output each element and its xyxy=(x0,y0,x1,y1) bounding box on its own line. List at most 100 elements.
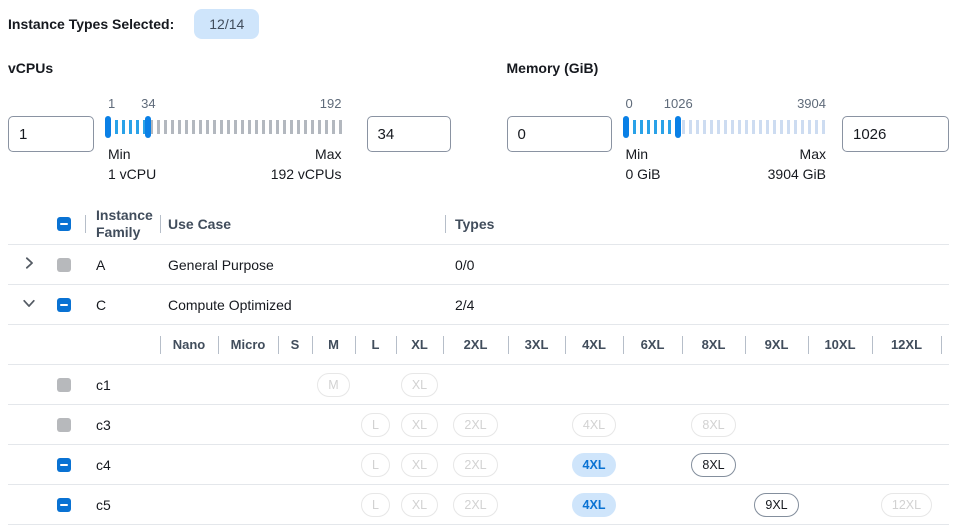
c4-size-pill-8xl[interactable]: 8XL xyxy=(691,452,736,477)
memory-max-input[interactable] xyxy=(842,116,949,152)
memory-min-input[interactable] xyxy=(506,116,612,152)
memory-max-handle[interactable] xyxy=(675,116,682,138)
family-c-use-case: Compute Optimized xyxy=(168,296,292,313)
memory-min-detail: 0 GiB xyxy=(625,165,661,182)
c5-size-pill-2xl: 2XL xyxy=(453,492,498,517)
instance-row-c1: c1 M XL xyxy=(8,365,949,406)
vcpus-min-input[interactable] xyxy=(8,116,94,152)
c3-size-pill-l: L xyxy=(361,412,390,437)
memory-min-caption: Min xyxy=(625,146,649,162)
instance-family-table: Instance Family Use Case Types A General… xyxy=(8,204,949,525)
family-c-checkbox[interactable] xyxy=(57,297,71,312)
vcpus-max-handle[interactable] xyxy=(145,116,152,138)
size-column-2xl: 2XL xyxy=(443,325,508,364)
c3-size-pill-8xl: 8XL xyxy=(691,412,736,437)
vcpus-ticks xyxy=(108,120,342,134)
family-row-c: C Compute Optimized 2/4 xyxy=(8,285,949,326)
column-header-use-case: Use Case xyxy=(160,204,445,244)
c3-checkbox xyxy=(57,417,71,432)
vcpus-range-max-label: 192 xyxy=(319,96,342,111)
c4-name: c4 xyxy=(96,456,111,473)
c5-checkbox[interactable] xyxy=(57,497,71,512)
instance-row-c3: c3 L XL 2XL 4XL 8XL xyxy=(8,405,949,446)
table-header-row: Instance Family Use Case Types xyxy=(8,204,949,246)
c5-size-pill-xl: XL xyxy=(400,492,439,517)
family-a-checkbox xyxy=(57,257,71,272)
vcpus-min-caption: Min xyxy=(108,146,131,162)
select-all-checkbox[interactable] xyxy=(57,217,71,232)
c5-size-pill-4xl[interactable]: 4XL xyxy=(571,492,617,517)
size-column-12xl: 12XL xyxy=(872,325,941,364)
c3-name: c3 xyxy=(96,416,111,433)
size-column-6xl: 6XL xyxy=(623,325,682,364)
vcpus-filter: vCPUs 1 34 192 xyxy=(8,60,451,184)
instance-row-c4: c4 L XL 2XL 4XL 8XL xyxy=(8,445,949,486)
vcpus-min-detail: 1 vCPU xyxy=(108,165,157,182)
memory-range-max-label: 3904 xyxy=(797,96,826,111)
c1-name: c1 xyxy=(96,376,111,393)
instance-types-selected-label: Instance Types Selected: xyxy=(8,16,175,32)
selected-summary: Instance Types Selected: 12/14 xyxy=(8,8,949,40)
memory-filter: Memory (GiB) 0 1026 3904 xyxy=(506,60,949,184)
size-column-micro: Micro xyxy=(218,325,278,364)
c3-size-pill-4xl: 4XL xyxy=(571,412,617,437)
c3-size-pill-xl: XL xyxy=(400,412,439,437)
size-column-4xl: 4XL xyxy=(565,325,623,364)
memory-ticks-selected xyxy=(625,120,679,134)
instance-row-c5: c5 L XL 2XL 4XL 9XL 12XL xyxy=(8,485,949,525)
memory-max-caption: Max xyxy=(799,146,826,162)
family-a-name: A xyxy=(96,256,106,273)
memory-max-detail: 3904 GiB xyxy=(767,165,826,182)
c4-size-pill-4xl[interactable]: 4XL xyxy=(571,452,617,477)
size-columns-header-row: Nano Micro S M L XL 2XL 3XL 4XL 6XL 8XL … xyxy=(8,325,949,366)
size-column-8xl: 8XL xyxy=(682,325,745,364)
selected-count-badge: 12/14 xyxy=(194,9,260,39)
size-column-nano: Nano xyxy=(160,325,218,364)
vcpus-max-detail: 192 vCPUs xyxy=(270,165,342,182)
filters: vCPUs 1 34 192 xyxy=(8,60,949,184)
memory-min-handle[interactable] xyxy=(622,116,629,138)
c5-size-pill-9xl[interactable]: 9XL xyxy=(754,492,799,517)
expand-header-cell xyxy=(8,204,44,244)
chevron-down-icon[interactable] xyxy=(22,296,36,313)
vcpus-ticks-selected xyxy=(108,120,149,134)
size-column-3xl: 3XL xyxy=(508,325,565,364)
size-column-9xl: 9XL xyxy=(745,325,808,364)
family-a-use-case: General Purpose xyxy=(168,256,274,273)
c4-size-pill-2xl: 2XL xyxy=(453,452,498,477)
vcpus-range-min-label: 1 xyxy=(108,96,116,111)
memory-slider-track[interactable] xyxy=(622,116,826,138)
c4-size-pill-xl: XL xyxy=(400,452,439,477)
vcpus-max-input[interactable] xyxy=(366,116,451,152)
column-header-instance-family: Instance Family xyxy=(85,204,160,244)
size-column-10xl: 10XL xyxy=(808,325,872,364)
size-columns-end-divider xyxy=(941,325,949,364)
c5-size-pill-12xl: 12XL xyxy=(880,492,933,517)
size-column-m: M xyxy=(312,325,355,364)
family-a-types-count: 0/0 xyxy=(455,256,475,273)
size-column-xl: XL xyxy=(396,325,443,364)
c1-size-pill-m: M xyxy=(317,372,350,397)
column-header-types: Types xyxy=(445,204,949,244)
c1-size-pill-xl: XL xyxy=(400,372,439,397)
family-row-a: A General Purpose 0/0 xyxy=(8,245,949,286)
family-c-name: C xyxy=(96,296,107,313)
c4-size-pill-l: L xyxy=(361,452,390,477)
c3-size-pill-2xl: 2XL xyxy=(453,412,498,437)
size-column-s: S xyxy=(278,325,312,364)
vcpus-current-label: 34 xyxy=(141,96,156,111)
memory-current-label: 1026 xyxy=(663,96,693,111)
c1-checkbox xyxy=(57,377,71,392)
vcpus-label: vCPUs xyxy=(8,60,54,76)
memory-label: Memory (GiB) xyxy=(506,60,599,76)
family-c-types-count: 2/4 xyxy=(455,296,475,313)
memory-slider: 0 1026 3904 Min 0 GiB xyxy=(622,96,826,184)
c4-checkbox[interactable] xyxy=(57,457,71,472)
chevron-right-icon[interactable] xyxy=(22,256,36,273)
size-column-l: L xyxy=(355,325,396,364)
c5-size-pill-l: L xyxy=(361,492,390,517)
vcpus-slider-track[interactable] xyxy=(105,116,342,138)
vcpus-max-caption: Max xyxy=(315,146,342,162)
vcpus-min-handle[interactable] xyxy=(105,116,111,138)
